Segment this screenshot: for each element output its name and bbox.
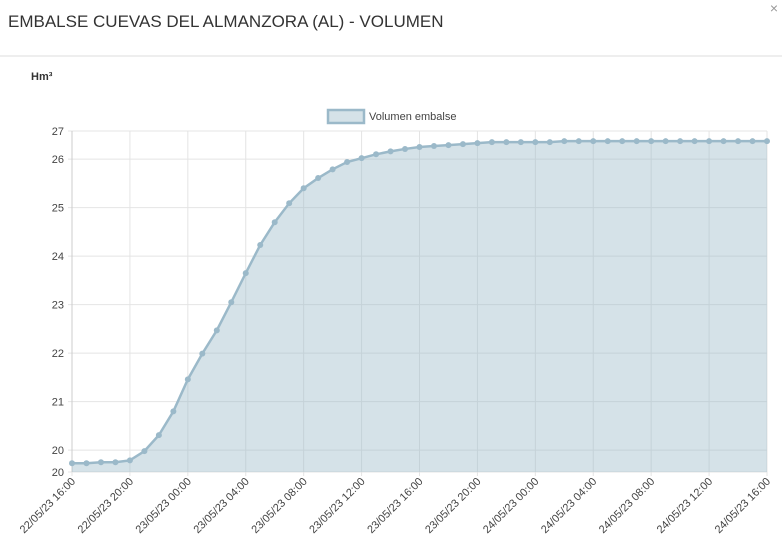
point [677,138,684,145]
point [402,145,409,152]
point [561,138,568,145]
point [691,138,698,145]
point [112,459,119,466]
y-tick-label: 22 [52,348,64,360]
x-tick-label: 23/05/23 08:00 [249,476,309,536]
point [749,138,756,145]
point [242,270,249,277]
point [315,175,322,182]
legend-swatch [326,108,366,125]
y-tick-label: 21 [52,397,64,409]
point [764,138,770,145]
x-tick-label: 24/05/23 08:00 [597,476,657,536]
x-tick-label: 24/05/23 16:00 [713,476,773,536]
y-tick-label: 27 [52,126,64,138]
chart-title: EMBALSE CUEVAS DEL ALMANZORA (AL) - VOLU… [8,12,444,31]
point [184,376,191,383]
x-tick-label: 23/05/23 12:00 [307,476,367,536]
legend-label: Volumen embalse [369,111,456,123]
x-tick-label: 22/05/23 20:00 [76,476,136,536]
y-tick-label: 26 [52,154,64,166]
y-tick-label: 20 [52,467,64,479]
point [199,350,206,357]
point [358,155,365,162]
point [720,138,727,145]
point [619,138,626,145]
point [213,327,220,334]
point [735,138,742,145]
point [141,448,148,455]
x-tick-label: 24/05/23 00:00 [481,476,541,536]
point [416,144,423,151]
x-tick-label: 22/05/23 16:00 [18,476,78,536]
point [459,141,466,148]
y-axis-label: Hm³ [31,71,53,83]
point [633,138,640,145]
point [532,139,539,146]
point [575,138,582,145]
close-button[interactable]: × [770,0,778,16]
point [373,151,380,158]
point [662,138,669,145]
point [546,139,553,146]
point [590,138,597,145]
point [155,432,162,439]
x-tick-label: 24/05/23 04:00 [539,476,599,536]
point [488,139,495,146]
point [97,459,104,466]
point [445,142,452,149]
point [126,457,133,464]
point [329,166,336,173]
point [474,140,481,147]
point [257,241,264,248]
point [300,185,307,192]
x-tick-label: 23/05/23 04:00 [191,476,251,536]
point [706,138,713,145]
point [517,139,524,146]
x-tick-label: 23/05/23 00:00 [134,476,194,536]
point [430,143,437,150]
point [286,200,293,207]
point [83,460,90,467]
point [69,460,75,467]
x-tick-label: 23/05/23 20:00 [423,476,483,536]
y-tick-label: 25 [52,203,64,215]
point [170,408,177,415]
x-tick-label: 23/05/23 16:00 [365,476,425,536]
area [72,141,767,472]
point [387,148,394,155]
y-tick-label: 20 [52,445,64,457]
x-tick-label: 24/05/23 12:00 [655,476,715,536]
point [271,219,278,226]
point [228,299,235,306]
y-tick-label: 24 [52,251,64,263]
y-tick-label: 23 [52,300,64,312]
point [604,138,611,145]
point [344,159,351,166]
point [648,138,655,145]
point [503,139,510,146]
